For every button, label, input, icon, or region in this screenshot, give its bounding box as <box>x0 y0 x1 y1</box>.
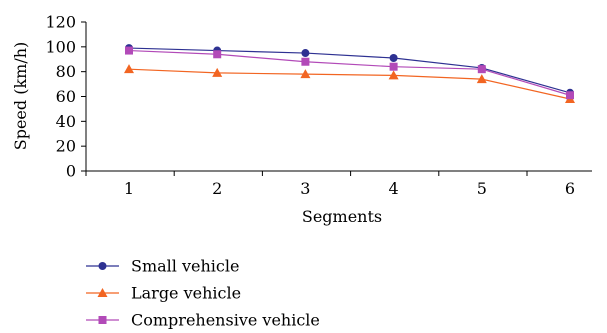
y-tick-label: 80 <box>56 62 76 81</box>
y-tick-label: 20 <box>56 137 76 156</box>
y-tick-label: 120 <box>45 13 76 32</box>
legend: Small vehicle Large vehicle Comprehensive … <box>86 257 320 330</box>
legend-label: Small vehicle <box>131 257 239 276</box>
y-tick-label: 0 <box>66 162 76 181</box>
legend-item: Comprehensive vehicle <box>86 311 320 330</box>
x-ticks: 1 2 3 4 5 6 <box>85 171 575 198</box>
x-tick-label: 3 <box>300 179 310 198</box>
x-tick-label: 2 <box>212 179 222 198</box>
series-0 <box>125 44 574 97</box>
y-tick-label: 40 <box>56 112 76 131</box>
data-point <box>300 69 311 79</box>
data-point <box>124 64 134 74</box>
data-point <box>213 50 222 59</box>
legend-marker <box>97 288 108 297</box>
x-tick-label: 1 <box>124 179 134 198</box>
data-point <box>389 62 398 71</box>
data-point <box>566 91 574 100</box>
y-tick-label: 100 <box>45 37 76 56</box>
series-1 <box>124 64 575 103</box>
series-2 <box>125 46 574 100</box>
legend-marker <box>98 316 107 324</box>
legend-item: Large vehicle <box>86 284 241 303</box>
data-point <box>476 74 487 84</box>
x-tick-label: 5 <box>477 179 487 198</box>
legend-item: Small vehicle <box>86 257 239 276</box>
data-point <box>301 49 310 58</box>
data-point <box>477 65 486 74</box>
legend-label: Comprehensive vehicle <box>131 311 320 330</box>
series-line <box>128 49 571 96</box>
y-ticks: 0 20 40 60 80 100 120 <box>45 13 86 181</box>
data-point <box>389 54 398 63</box>
data-point <box>388 70 399 80</box>
series-line <box>128 47 571 94</box>
data-point <box>301 57 310 66</box>
series-layer <box>124 44 575 103</box>
legend-label: Large vehicle <box>131 284 241 303</box>
y-tick-label: 60 <box>56 87 76 106</box>
y-axis-label: Speed (km/h) <box>11 42 30 151</box>
axes <box>85 22 592 172</box>
data-point <box>212 67 223 77</box>
legend-marker <box>98 262 107 270</box>
series-line <box>128 68 571 100</box>
x-tick-label: 4 <box>389 179 399 198</box>
x-tick-label: 6 <box>565 179 575 198</box>
x-axis-label: Segments <box>302 207 382 226</box>
data-point <box>125 46 133 55</box>
